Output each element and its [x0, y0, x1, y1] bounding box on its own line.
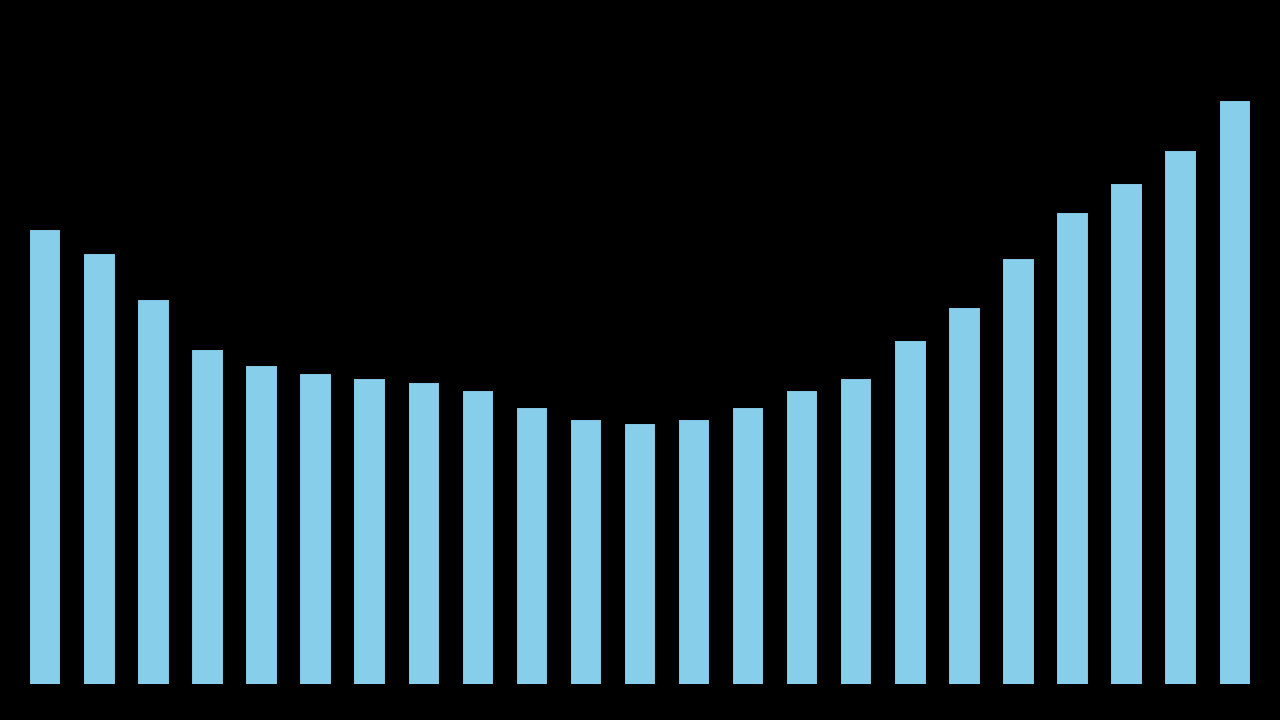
Bar: [300, 374, 332, 720]
Bar: [895, 341, 927, 720]
Bar: [840, 377, 873, 720]
Bar: [1111, 183, 1143, 720]
Bar: [83, 253, 115, 720]
Bar: [1219, 100, 1251, 720]
Bar: [516, 407, 548, 720]
Bar: [948, 307, 980, 720]
Bar: [623, 423, 657, 720]
Bar: [1056, 212, 1089, 720]
Bar: [137, 299, 169, 720]
Bar: [732, 407, 764, 720]
Bar: [353, 377, 385, 720]
Bar: [462, 390, 494, 720]
Bar: [786, 390, 818, 720]
Bar: [407, 382, 440, 720]
Bar: [570, 419, 602, 720]
Bar: [29, 228, 61, 720]
Bar: [191, 348, 224, 720]
Bar: [1165, 150, 1197, 720]
Bar: [678, 419, 710, 720]
Bar: [246, 365, 278, 720]
Bar: [1002, 258, 1034, 720]
